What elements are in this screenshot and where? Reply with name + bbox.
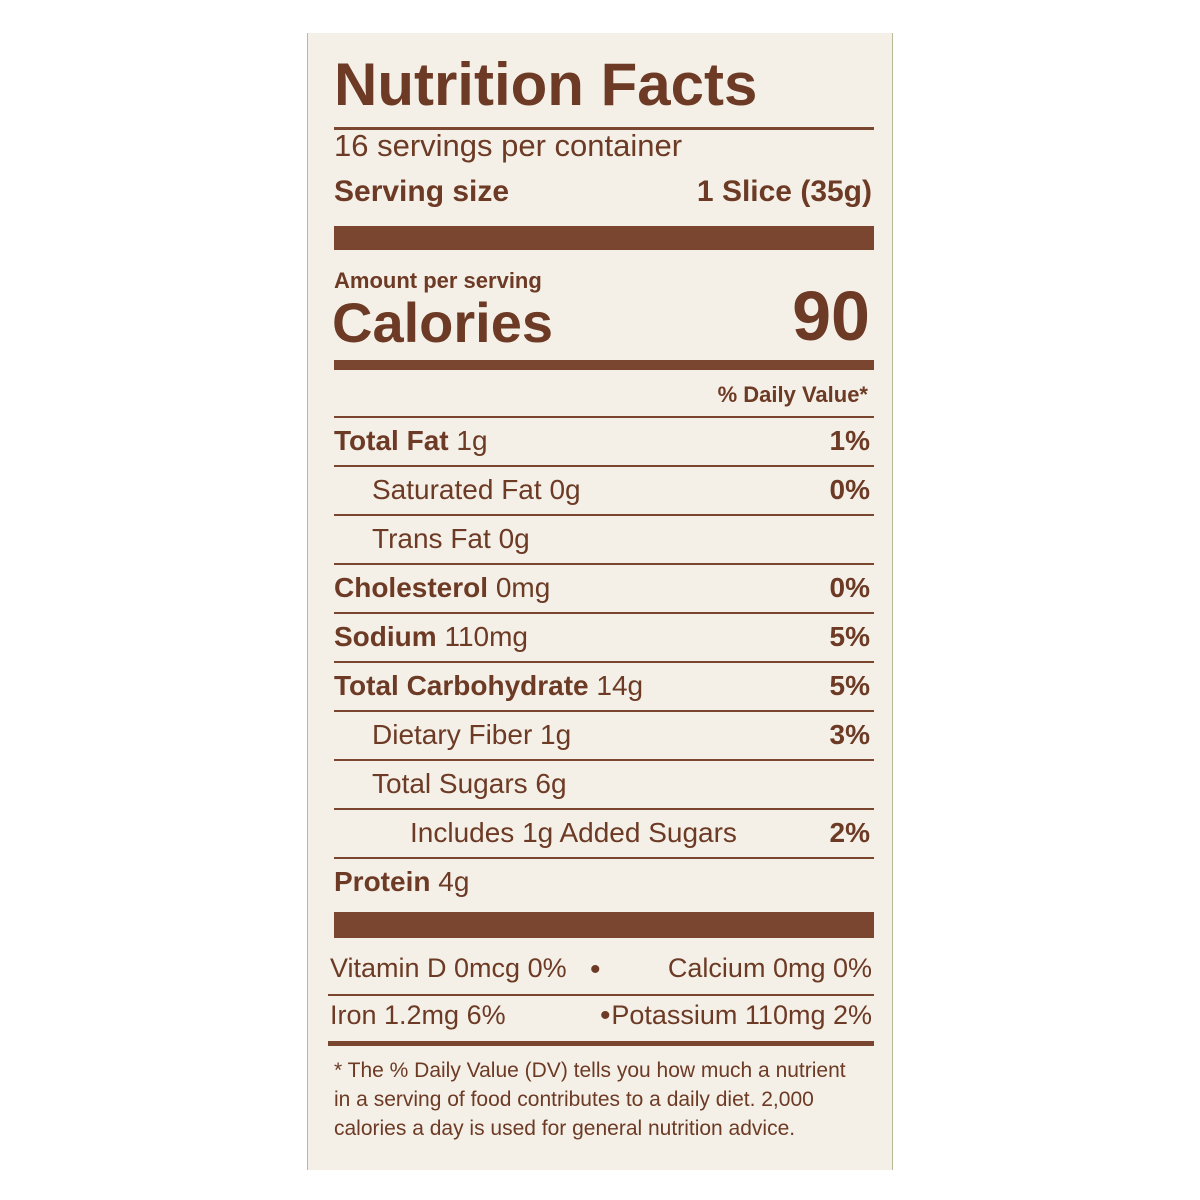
nutrient-row: Total Carbohydrate 14g: [334, 672, 643, 700]
nutrient-row: Includes 1g Added Sugars: [410, 819, 737, 847]
amount-per-serving: Amount per serving: [334, 268, 542, 293]
vitamin: Iron 1.2mg 6%: [330, 1000, 506, 1030]
nutrient-row: Protein 4g: [334, 868, 469, 896]
nutrient-amount: 1g: [540, 719, 572, 750]
nutrient-amount: 0mg: [495, 572, 551, 603]
divider: [334, 416, 874, 418]
nutrient-name: Dietary Fiber: [372, 719, 533, 750]
title: Nutrition Facts: [334, 51, 758, 118]
nutrient-row: Sodium 110mg: [334, 623, 528, 651]
nutrient-amount: 6g: [535, 768, 567, 799]
footnote: in a serving of food contributes to a da…: [334, 1088, 814, 1111]
nutrient-row: Total Fat 1g: [334, 427, 488, 455]
nutrient-name: Total Fat: [334, 425, 449, 456]
daily-value: 5%: [829, 670, 870, 701]
nutrient-name: Sodium: [334, 621, 437, 652]
divider: [334, 710, 874, 712]
footnote: * The % Daily Value (DV) tells you how m…: [334, 1059, 846, 1082]
daily-value: 5%: [829, 621, 870, 652]
divider: [328, 994, 874, 996]
divider: [334, 661, 874, 663]
vitamin: Calcium 0mg 0%: [667, 953, 872, 983]
daily-value: 3%: [829, 719, 870, 750]
nutrient-name: Saturated Fat: [372, 474, 542, 505]
divider: [328, 1041, 874, 1046]
nutrient-row: Trans Fat 0g: [372, 525, 530, 553]
nutrient-amount: 1g: [456, 425, 488, 456]
vitamin: Vitamin D 0mcg 0%: [330, 953, 567, 983]
calories-value: 90: [792, 277, 870, 355]
thick-bar: [334, 912, 874, 938]
nutrient-row: Cholesterol 0mg: [334, 574, 550, 602]
daily-value: 2%: [829, 817, 870, 848]
nutrient-name: Cholesterol: [334, 572, 489, 603]
divider: [334, 514, 874, 516]
dv-header: % Daily Value*: [717, 382, 868, 407]
divider: [334, 857, 874, 859]
divider: [334, 465, 874, 467]
nutrient-amount: 110mg: [444, 621, 528, 652]
divider: [334, 759, 874, 761]
calories-label: Calories: [332, 291, 553, 354]
nutrient-name: Total Carbohydrate: [334, 670, 589, 701]
vitamin: Potassium 110mg 2%: [611, 1000, 872, 1030]
daily-value: 0%: [829, 474, 870, 505]
nutrient-name: Total Sugars: [372, 768, 528, 799]
serving-size-label: Serving size: [334, 175, 510, 208]
nutrient-name: Trans Fat: [372, 523, 491, 554]
divider: [334, 612, 874, 614]
nutrient-amount: 0g: [549, 474, 581, 505]
divider: [334, 127, 874, 130]
bullet: •: [600, 999, 611, 1032]
nutrient-row: Saturated Fat 0g: [372, 476, 581, 504]
nutrient-name: Includes 1g Added Sugars: [410, 817, 737, 848]
nutrition-label: Nutrition Facts 16 servings per containe…: [307, 33, 893, 1170]
thick-bar: [334, 226, 874, 250]
servings: 16 servings per container: [334, 128, 683, 163]
nutrient-amount: 14g: [596, 670, 644, 701]
bullet: •: [590, 953, 601, 986]
divider: [334, 808, 874, 810]
nutrient-name: Protein: [334, 866, 431, 897]
medium-bar: [334, 360, 874, 370]
divider: [334, 563, 874, 565]
daily-value: 1%: [829, 425, 870, 456]
serving-size-value: 1 Slice (35g): [696, 175, 872, 208]
nutrient-row: Dietary Fiber 1g: [372, 721, 571, 749]
daily-value: 0%: [829, 572, 870, 603]
nutrient-amount: 4g: [438, 866, 470, 897]
footnote: calories a day is used for general nutri…: [334, 1117, 796, 1140]
nutrient-row: Total Sugars 6g: [372, 770, 567, 798]
nutrient-amount: 0g: [498, 523, 530, 554]
